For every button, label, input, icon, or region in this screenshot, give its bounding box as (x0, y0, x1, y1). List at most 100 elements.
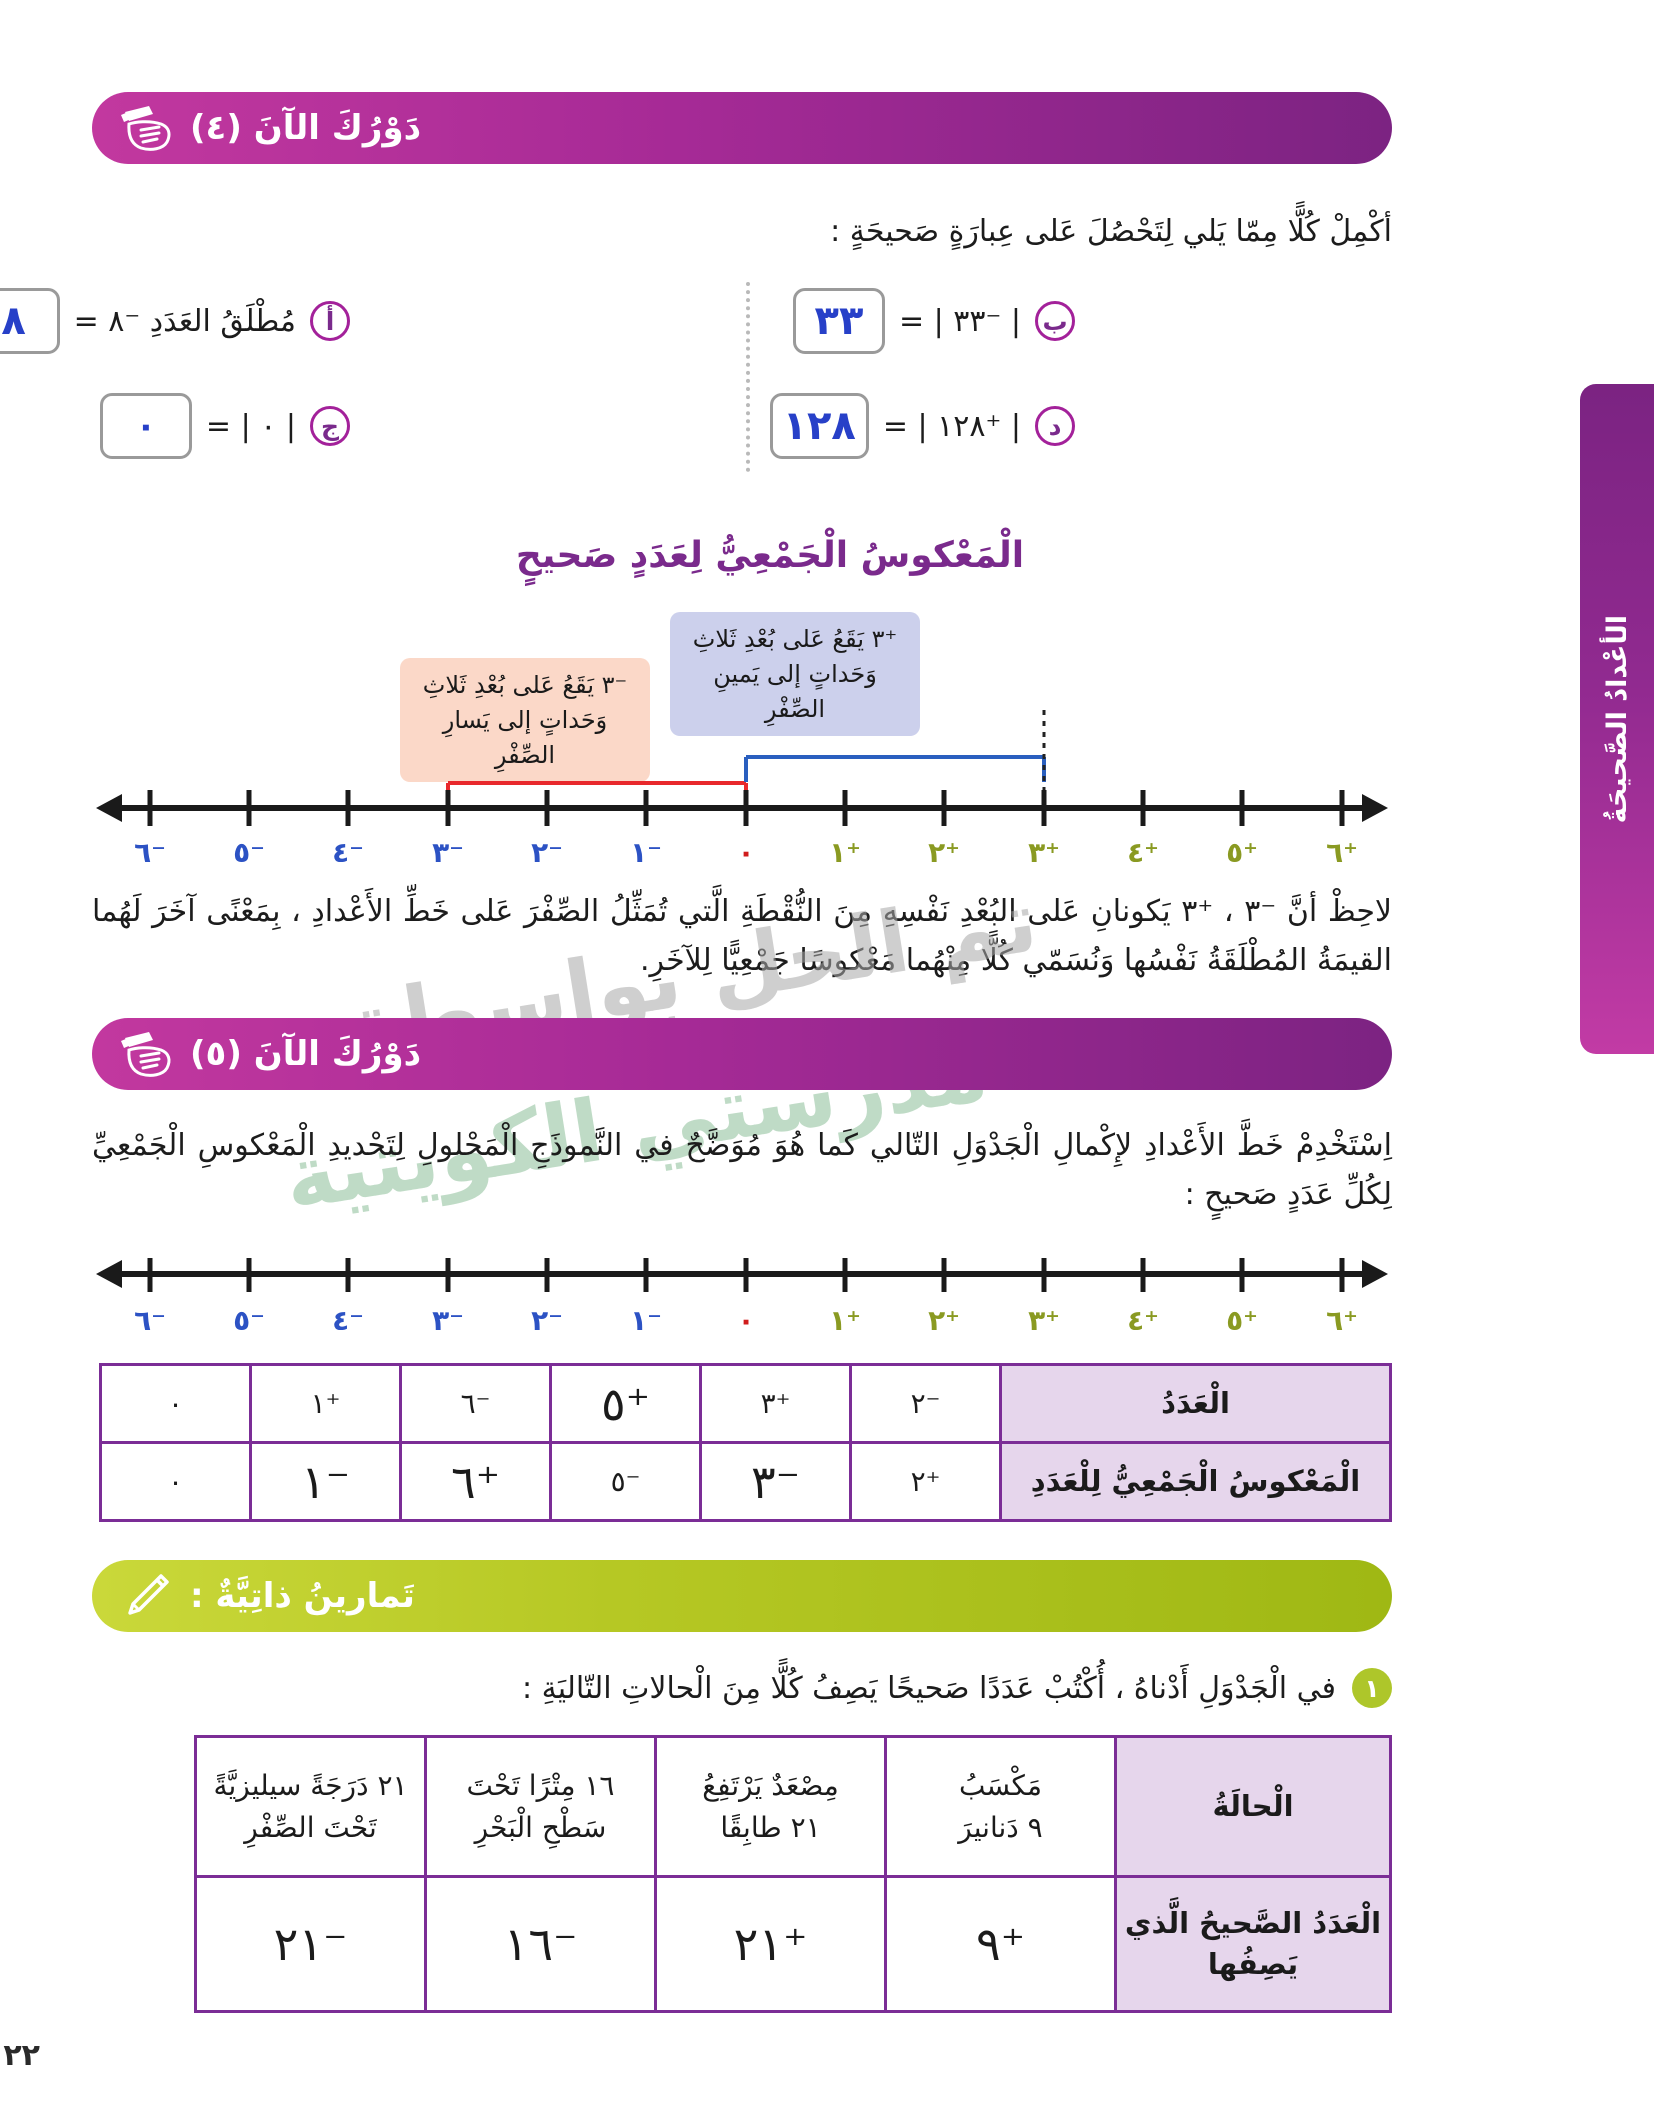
tick-label-pos-1: ⁺١ (829, 836, 861, 869)
hand-writing-icon (118, 100, 176, 156)
tick2-label-zero: ٠ (737, 1304, 754, 1337)
tick2-label-pos-5: ⁺٥ (1226, 1304, 1258, 1337)
item-d-answer-box[interactable]: ١٢٨ (769, 393, 869, 459)
tick-label-pos-2: ⁺٢ (928, 836, 960, 869)
additive-inverse-note: لاحِظْ أنَّ ⁻٣ ، ⁺٣ يَكونانِ عَلى البُعْ… (92, 894, 1392, 978)
tick2-label-pos-3: ⁺٣ (1028, 1304, 1060, 1337)
cell-inverse-3[interactable]: ⁺٦ (399, 1441, 552, 1522)
tick2-label-pos-1: ⁺١ (829, 1304, 861, 1337)
cell-inverse-2[interactable]: ⁻٥ (549, 1441, 702, 1522)
item-d-answer: ١٢٨ (782, 403, 856, 449)
section-4-instruction: أكْمِلْ كُلًّا مِمّا يَلي لِتَحْصُلَ عَل… (830, 214, 1392, 249)
column-divider (746, 282, 750, 472)
cell-number-4[interactable]: ⁺١ (249, 1363, 402, 1444)
number-line-illustrated: ⁻٦ ⁻٥ ⁻٤ ⁻٣ ⁻٢ ⁻١ ٠ ⁺١ ⁺٢ ⁺٣ ⁺٤ ⁺٥ ⁺٦ (92, 690, 1392, 870)
question-1-marker: ١ (1352, 1668, 1392, 1708)
tick-label-neg-2: ⁻٢ (531, 836, 563, 869)
item-a-expression: مُطْلَقُ العَدَدِ ⁻٨ = (73, 303, 296, 339)
cases-row-answers: الْعَدَدُ الصَّحيحُ الَّذي يَصِفُها ⁺٩ ⁺… (194, 1875, 1392, 2013)
tick-label-pos-4: ⁺٤ (1127, 836, 1159, 869)
hand-writing-icon-2 (118, 1026, 176, 1082)
tick2-label-neg-5: ⁻٥ (233, 1304, 265, 1337)
table-row-inverses: الْمَعْكوسُ الْجَمْعِيُّ لِلْعَدَدِ ⁺٢ ⁻… (99, 1441, 1392, 1522)
page-content: دَوْرُكَ الآنَ (٤) أكْمِلْ كُلًّا مِمّا … (0, 92, 1392, 2073)
bracket-positive (744, 755, 1046, 782)
tick-label-zero: ٠ (737, 836, 754, 869)
exercise-item-a: أ مُطْلَقُ العَدَدِ ⁻٨ = ٨ (0, 288, 350, 354)
item-b-answer: ٣٣ (814, 298, 864, 344)
tick-label-neg-3: ⁻٣ (432, 836, 464, 869)
banner-your-turn-4-label: دَوْرُكَ الآنَ (٤) (190, 108, 422, 148)
banner-your-turn-5-label: دَوْرُكَ الآنَ (٥) (190, 1034, 422, 1074)
tick2-label-neg-3: ⁻٣ (432, 1304, 464, 1337)
tick2-label-neg-4: ⁻٤ (332, 1304, 364, 1337)
tick2-label-neg-2: ⁻٢ (531, 1304, 563, 1337)
tick-label-neg-5: ⁻٥ (233, 836, 265, 869)
cell-answer-2[interactable]: ⁻١٦ (424, 1875, 657, 2013)
pencil-icon (118, 1568, 176, 1624)
item-marker-b: ب (1035, 301, 1075, 341)
item-c-answer-box[interactable]: ٠ (99, 393, 192, 459)
item-b-answer-box[interactable]: ٣٣ (792, 288, 885, 354)
item-a-answer-box[interactable]: ٨ (0, 288, 60, 354)
exercise-item-d: د | ⁺١٢٨ | = ١٢٨ (769, 393, 1075, 459)
row-header-case: الْحالَةُ (1114, 1735, 1392, 1878)
cell-answer-1[interactable]: ⁺٢١ (654, 1875, 887, 2013)
banner-self-exercises: تَمارينُ ذاتِيَّةٌ : (92, 1560, 1392, 1632)
cell-case-1: مِصْعَدٌ يَرْتَفِعُ ٢١ طابِقًا (654, 1735, 887, 1878)
tick-label-neg-1: ⁻١ (630, 836, 662, 869)
cell-number-5[interactable]: ٠ (99, 1363, 252, 1444)
tick-label-pos-3: ⁺٣ (1028, 836, 1060, 869)
side-tab-chapter: الأعْدادُ الصَّحيحَةُ (1580, 384, 1654, 1054)
cell-case-2: ١٦ مِتْرًا تَحْتَ سَطْحِ الْبَحْرِ (424, 1735, 657, 1878)
question-1-text: في الْجَدْوَلِ أَدْناهُ ، أُكْتُبْ عَدَد… (522, 1670, 1336, 1706)
item-c-answer: ٠ (135, 406, 157, 446)
question-1-row: ١ في الْجَدْوَلِ أَدْناهُ ، أُكْتُبْ عَد… (522, 1668, 1392, 1708)
tick-label-pos-6: ⁺٦ (1326, 836, 1358, 869)
tick-label-neg-4: ⁻٤ (332, 836, 364, 869)
tick2-label-pos-4: ⁺٤ (1127, 1304, 1159, 1337)
page-number: ٢٢ (3, 2038, 40, 2073)
cell-answer-3[interactable]: ⁻٢١ (194, 1875, 427, 2013)
cell-inverse-4[interactable]: ⁻١ (249, 1441, 402, 1522)
tick-label-neg-6: ⁻٦ (134, 836, 166, 869)
tick2-label-neg-6: ⁻٦ (134, 1304, 166, 1337)
cell-inverse-1[interactable]: ⁻٣ (699, 1441, 852, 1522)
tick2-label-neg-1: ⁻١ (630, 1304, 662, 1337)
item-marker-a: أ (310, 301, 350, 341)
exercise-item-b: ب | ⁻٣٣ | = ٣٣ (792, 288, 1075, 354)
tick2-label-pos-6: ⁺٦ (1326, 1304, 1358, 1337)
section-5-instruction: اِسْتَخْدِمْ خَطَّ الأَعْدادِ لإِكْمالِ … (92, 1128, 1392, 1212)
tick2-label-pos-2: ⁺٢ (928, 1304, 960, 1337)
item-marker-c: ج (310, 406, 350, 446)
cell-number-0[interactable]: ⁻٢ (849, 1363, 1002, 1444)
table-row-numbers: الْعَدَدُ ⁻٢ ⁺٣ ⁺٥ ⁻٦ ⁺١ ٠ (99, 1363, 1392, 1444)
banner-your-turn-5: دَوْرُكَ الآنَ (٥) (92, 1018, 1392, 1090)
banner-self-exercises-label: تَمارينُ ذاتِيَّةٌ : (190, 1576, 415, 1616)
item-c-expression: | ٠ | = (205, 408, 296, 444)
cell-inverse-5[interactable]: ٠ (99, 1441, 252, 1522)
row-header-integer: الْعَدَدُ الصَّحيحُ الَّذي يَصِفُها (1114, 1875, 1392, 2013)
banner-your-turn-4: دَوْرُكَ الآنَ (٤) (92, 92, 1392, 164)
callout-negative-three: ⁻٣ يَقَعُ عَلى بُعْدِ ثَلاثِ وَحَداتٍ إل… (400, 658, 650, 783)
cell-number-2[interactable]: ⁺٥ (549, 1363, 702, 1444)
additive-inverse-heading: الْمَعْكوسُ الْجَمْعِيُّ لِعَدَدٍ صَحيحٍ (515, 535, 1025, 576)
cell-inverse-0[interactable]: ⁺٢ (849, 1441, 1002, 1522)
cases-row-headers: الْحالَةُ مَكْسَبُ ٩ دَنانيرَ مِصْعَدٌ ي… (194, 1735, 1392, 1878)
cell-case-3: ٢١ دَرَجَةً سيليزيَّةً تَحْتَ الصِّفْرِ (194, 1735, 427, 1878)
row-header-inverse: الْمَعْكوسُ الْجَمْعِيُّ لِلْعَدَدِ (999, 1441, 1392, 1522)
bracket-negative (446, 781, 748, 808)
cell-answer-0[interactable]: ⁺٩ (884, 1875, 1117, 2013)
callout-positive-three: ⁺٣ يَقَعُ عَلى بُعْدِ ثَلاثِ وَحَداتٍ إل… (670, 612, 920, 737)
number-line-plain: ⁻٦ ⁻٥ ⁻٤ ⁻٣ ⁻٢ ⁻١ ٠ ⁺١ ⁺٢ ⁺٣ ⁺٤ ⁺٥ ⁺٦ (92, 1240, 1392, 1350)
side-tab-label: الأعْدادُ الصَّحيحَةُ (1601, 614, 1633, 824)
item-a-answer: ٨ (1, 298, 26, 344)
tick-label-pos-5: ⁺٥ (1226, 836, 1258, 869)
cell-number-1[interactable]: ⁺٣ (699, 1363, 852, 1444)
item-marker-d: د (1035, 406, 1075, 446)
row-header-number: الْعَدَدُ (999, 1363, 1392, 1444)
additive-inverse-table: الْعَدَدُ ⁻٢ ⁺٣ ⁺٥ ⁻٦ ⁺١ ٠ الْمَعْكوسُ ا… (99, 1363, 1392, 1522)
cases-table: الْحالَةُ مَكْسَبُ ٩ دَنانيرَ مِصْعَدٌ ي… (194, 1735, 1392, 2013)
exercise-item-c: ج | ٠ | = ٠ (99, 393, 350, 459)
cell-number-3[interactable]: ⁻٦ (399, 1363, 552, 1444)
